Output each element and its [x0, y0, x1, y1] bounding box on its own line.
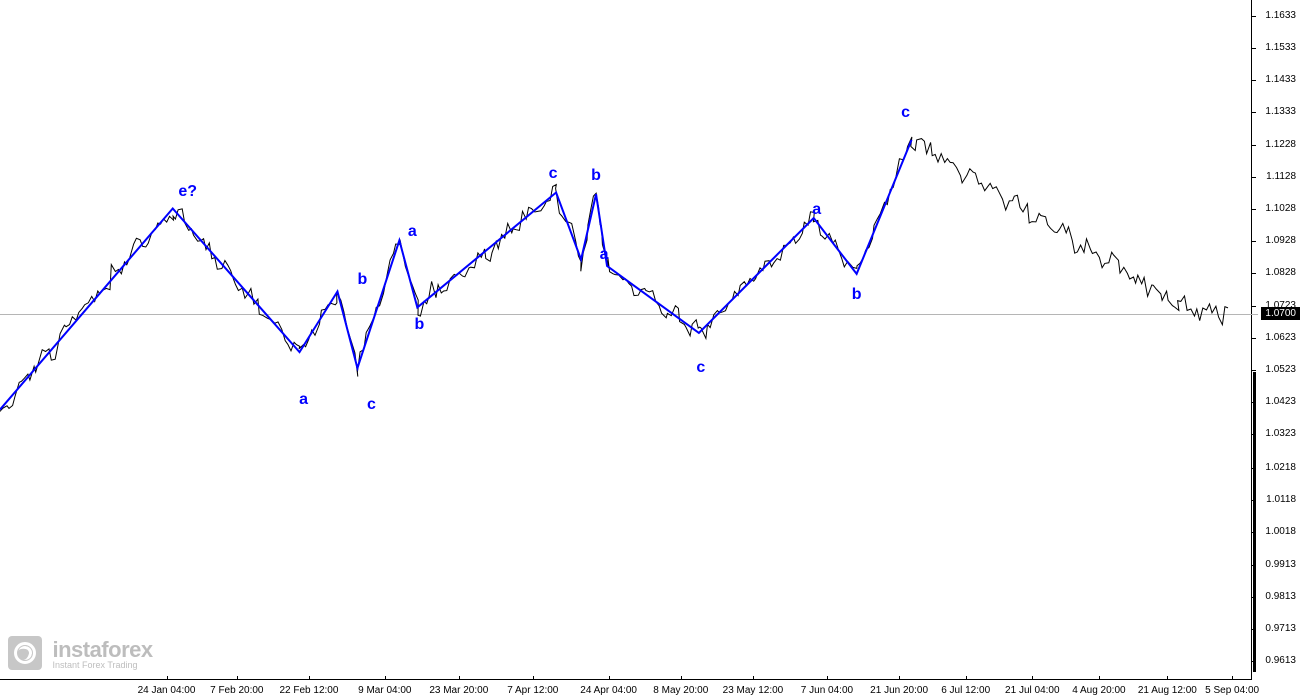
x-axis-tick [167, 676, 168, 680]
wave-label: c [367, 396, 376, 414]
price-line [0, 137, 1228, 413]
x-axis-tick [899, 676, 900, 680]
y-axis-tick [1252, 338, 1256, 339]
y-axis-tick [1252, 80, 1256, 81]
y-axis-tick [1252, 402, 1256, 403]
chart-container: 1.1633 1.1533 1.1433 1.1333 1.1228 1.1128 1.10… [0, 0, 1300, 700]
x-axis-tick [237, 676, 238, 680]
x-axis-tick [385, 676, 386, 680]
y-axis-label: 0.9913 [1265, 559, 1296, 570]
watermark-logo-icon [8, 636, 42, 670]
elliott-wave-line [0, 140, 912, 410]
x-axis-label: 7 Feb 20:00 [210, 685, 263, 696]
y-axis-tick [1252, 661, 1256, 662]
x-axis-label: 24 Jan 04:00 [138, 685, 196, 696]
y-axis-label: 1.0828 [1265, 267, 1296, 278]
y-axis-label: 1.0523 [1265, 364, 1296, 375]
y-axis-tick [1252, 597, 1256, 598]
wave-label: c [696, 359, 705, 377]
x-axis-label: 22 Feb 12:00 [279, 685, 338, 696]
watermark: instaforex Instant Forex Trading [8, 636, 153, 670]
y-axis-tick [1252, 241, 1256, 242]
x-axis-tick [459, 676, 460, 680]
x-axis-label: 21 Jun 20:00 [870, 685, 928, 696]
current-price-box: 1.0700 [1261, 307, 1300, 320]
y-axis-label: 1.0423 [1265, 396, 1296, 407]
y-axis-label: 1.0118 [1266, 494, 1296, 505]
y-axis-label: 1.0018 [1265, 526, 1296, 537]
x-axis-label: 8 May 20:00 [653, 685, 708, 696]
y-axis-tick [1252, 273, 1256, 274]
y-axis-label: 0.9613 [1265, 655, 1296, 666]
y-axis-tick [1252, 112, 1256, 113]
y-axis-label: 1.0928 [1265, 235, 1296, 246]
y-axis-tick [1252, 468, 1256, 469]
x-axis-label: 5 Sep 04:00 [1205, 685, 1259, 696]
y-axis-tick [1252, 48, 1256, 49]
y-axis-tick [1252, 370, 1256, 371]
y-axis: 1.1633 1.1533 1.1433 1.1333 1.1228 1.1128 1.10… [1256, 0, 1296, 660]
y-axis-tick [1252, 306, 1256, 307]
y-axis-tick [1252, 434, 1256, 435]
x-axis-label: 21 Aug 12:00 [1138, 685, 1197, 696]
y-axis-label: 0.9713 [1265, 623, 1296, 634]
x-axis-label: 7 Apr 12:00 [507, 685, 558, 696]
x-axis-tick [1032, 676, 1033, 680]
y-axis-tick [1252, 177, 1256, 178]
chart-svg [0, 0, 1300, 700]
wave-label: b [358, 271, 368, 289]
y-axis-label: 1.0218 [1265, 462, 1296, 473]
y-axis-label: 1.0623 [1265, 332, 1296, 343]
x-axis-tick [753, 676, 754, 680]
x-axis-label: 23 May 12:00 [723, 685, 784, 696]
y-axis-label: 1.1028 [1265, 203, 1296, 214]
x-axis-tick [533, 676, 534, 680]
x-axis-tick [966, 676, 967, 680]
wave-label: b [414, 316, 424, 334]
price-scale-bar [1253, 372, 1256, 672]
x-axis-label: 4 Aug 20:00 [1072, 685, 1125, 696]
y-axis-tick [1252, 629, 1256, 630]
wave-label: b [591, 167, 601, 185]
y-axis-tick [1252, 16, 1256, 17]
x-axis-tick [309, 676, 310, 680]
wave-label: b [852, 286, 862, 304]
x-axis-tick [1232, 676, 1233, 680]
wave-label: c [901, 104, 910, 122]
wave-label: e? [178, 183, 197, 201]
wave-label: c [549, 165, 558, 183]
x-axis-tick [609, 676, 610, 680]
x-axis-label: 21 Jul 04:00 [1005, 685, 1060, 696]
x-axis-tick [1099, 676, 1100, 680]
x-axis-label: 7 Jun 04:00 [801, 685, 853, 696]
x-axis-tick [1167, 676, 1168, 680]
y-axis-tick [1252, 565, 1256, 566]
watermark-title: instaforex [52, 637, 152, 663]
y-axis-tick [1252, 145, 1256, 146]
y-axis-label: 1.1433 [1265, 74, 1296, 85]
current-price-value: 1.0700 [1265, 308, 1296, 319]
wave-label: a [812, 201, 821, 219]
y-axis-label: 1.1633 [1265, 10, 1296, 21]
y-axis-tick [1252, 532, 1256, 533]
y-axis-tick [1252, 500, 1256, 501]
y-axis-label: 1.1228 [1265, 139, 1296, 150]
y-axis-label: 1.1333 [1265, 106, 1296, 117]
y-axis-tick [1252, 209, 1256, 210]
wave-label: a [299, 391, 308, 409]
wave-label: a [600, 246, 609, 264]
y-axis-label: 0.9813 [1265, 591, 1296, 602]
x-axis-label: 6 Jul 12:00 [941, 685, 990, 696]
wave-label: a [408, 223, 417, 241]
x-axis-tick [827, 676, 828, 680]
y-axis-label: 1.1128 [1266, 171, 1296, 182]
x-axis-label: 24 Apr 04:00 [580, 685, 637, 696]
x-axis-label: 23 Mar 20:00 [429, 685, 488, 696]
x-axis: 24 Jan 04:00 7 Feb 20:00 22 Feb 12:00 9 Mar… [0, 681, 1260, 696]
x-axis-tick [681, 676, 682, 680]
y-axis-label: 1.0323 [1265, 428, 1296, 439]
x-axis-label: 9 Mar 04:00 [358, 685, 411, 696]
y-axis-label: 1.1533 [1265, 42, 1296, 53]
